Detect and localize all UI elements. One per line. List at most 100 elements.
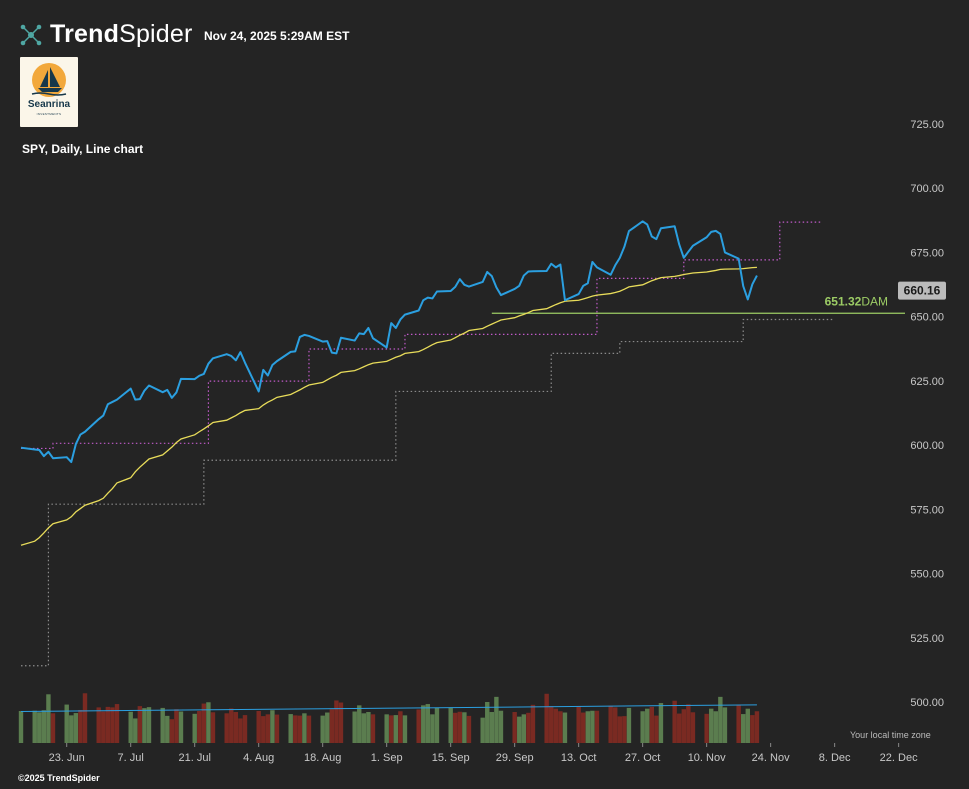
x-tick-label: 10. Nov [688,752,726,764]
volume-bar [704,713,709,743]
volume-bar [480,717,485,743]
brand-name-bold: Trend [50,20,120,48]
price-line [20,220,758,464]
volume-bar [494,696,499,743]
y-tick-label: 625.00 [910,376,944,388]
volume-bar [133,718,138,743]
volume-bar [741,714,746,743]
volume-bar [585,711,591,743]
volume-bar [270,710,275,743]
x-tick-label: 29. Sep [496,752,534,764]
volume-bar [658,703,664,743]
volume-bar [398,711,403,743]
volume-bar [645,708,650,743]
volume-bar [384,714,389,743]
volume-bar [18,710,24,743]
ma-line [20,266,757,546]
x-tick-label: 4. Aug [243,752,274,764]
volume-bar [224,713,229,743]
logo-subtext: INVESTMENTS [36,112,62,116]
volume-bar [46,694,51,743]
volume-bar [430,714,435,743]
last-price-tag [898,281,946,300]
x-tick-label: 15. Sep [432,752,470,764]
volume-bar [562,712,568,743]
volume-bar [69,715,74,743]
volume-bar [581,712,586,743]
y-axis: 725.00 700.00 675.00 650.00 625.00 600.00 575.… [910,119,944,709]
sailboat-icon [31,63,67,97]
volume-bar [672,700,677,743]
volume-bar [78,709,83,743]
volume-bar [165,715,170,743]
volume-bar [402,715,408,743]
x-tick-label: 8. Dec [819,752,851,764]
volume-bar [105,706,111,743]
volume-bar [82,693,88,743]
volume-bar [558,711,563,743]
volume-bar [64,704,69,743]
trendspider-brand: TrendSpider [18,20,193,49]
volume-bar [233,712,239,743]
y-tick-label: 500.00 [910,697,944,709]
volume-bar [160,707,165,743]
lower-channel-line [21,318,835,667]
volume-bar [421,705,426,743]
volume-bar [489,712,495,743]
volume-bar [293,715,298,743]
volume-bar [174,709,179,743]
y-tick-label: 650.00 [910,312,944,324]
volume-bar [238,718,243,743]
volume-bar [229,708,234,743]
volume-bar [425,704,431,743]
volume-bar [416,709,421,743]
volume-bar [654,715,659,743]
volume-bar [745,708,750,743]
volume-bar [206,702,211,743]
volume-bar [389,715,394,743]
y-tick-label: 525.00 [910,633,944,645]
volume-bar [622,716,627,743]
volume-bar [288,714,293,743]
volume-bar [169,719,175,743]
volume-bar [325,712,330,743]
volume-bar [242,715,248,743]
volume-bar [306,715,312,743]
volume-bar [101,711,106,743]
copyright: ©2025 TrendSpider [18,773,100,783]
volume-bar [41,710,47,743]
volume-bar [521,714,527,743]
volume-bar [361,713,367,743]
volume-bar [462,712,467,743]
y-tick-label: 550.00 [910,569,944,581]
volume-bar [713,711,718,743]
x-tick-label: 1. Sep [371,752,403,764]
y-tick-label: 600.00 [910,440,944,452]
volume-bar [485,702,490,743]
volume-bar [594,710,600,743]
volume-bar [334,700,339,743]
x-tick-label: 23. Jun [49,752,85,764]
volume-bar [576,706,581,743]
volume-bar [549,706,554,743]
logo-text: Seanrina [27,99,71,110]
volume-bar [338,702,344,743]
y-tick-label: 700.00 [910,183,944,195]
volume-bar [357,705,362,743]
volume-bar [453,712,458,743]
volume-bar [197,710,202,743]
volume-bar [370,714,376,743]
volume-bar [608,705,613,743]
timezone-note[interactable]: Your local time zone [850,730,931,740]
volume-bar [617,716,623,743]
volume-bar [448,707,453,743]
volume-bar [261,716,266,743]
volume-bar [590,710,595,743]
y-tick-label: 675.00 [910,247,944,259]
volume-bar [32,710,37,743]
volume-bar [142,708,147,743]
volume-bar [329,709,335,743]
volume-bar [274,714,280,743]
